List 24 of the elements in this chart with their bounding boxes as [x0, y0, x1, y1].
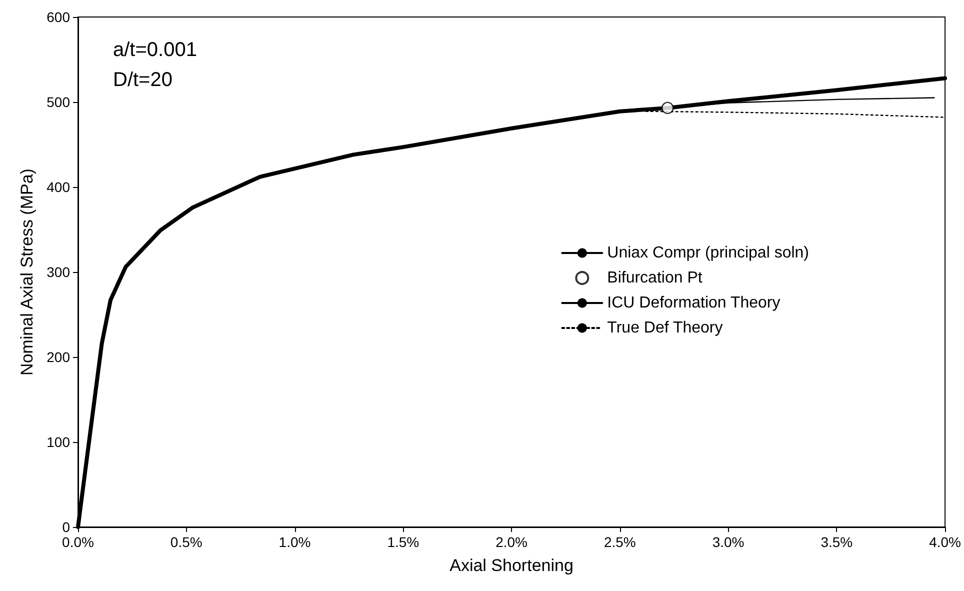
annotation: D/t=20: [113, 69, 172, 91]
x-tick-label: 1.5%: [387, 534, 420, 550]
x-tick-label: 3.5%: [820, 534, 853, 550]
x-axis-title: Axial Shortening: [450, 556, 574, 575]
x-tick-label: 3.0%: [712, 534, 744, 550]
y-axis-title: Nominal Axial Stress (MPa): [18, 168, 37, 376]
y-tick-label: 200: [46, 349, 70, 365]
legend-label: Bifurcation Pt: [607, 270, 703, 286]
x-tick-label: 0.0%: [62, 534, 94, 550]
y-tick-label: 100: [46, 434, 70, 450]
y-tick-label: 400: [46, 179, 70, 195]
legend-label: True Def Theory: [607, 320, 723, 336]
y-tick-label: 300: [46, 264, 70, 280]
x-tick-label: 2.0%: [496, 534, 528, 550]
legend-label: Uniax Compr (principal soln): [607, 244, 809, 262]
x-tick-label: 1.0%: [278, 534, 311, 550]
x-tick-label: 0.5%: [170, 534, 202, 550]
y-tick-label: 600: [46, 9, 70, 25]
x-tick-label: 4.0%: [929, 534, 962, 550]
annotation: a/t=0.001: [113, 39, 197, 61]
y-tick-label: 0: [62, 519, 70, 535]
x-tick-label: 2.5%: [604, 534, 636, 550]
legend-label: ICU Deformation Theory: [607, 294, 780, 312]
y-tick-label: 500: [46, 94, 70, 110]
